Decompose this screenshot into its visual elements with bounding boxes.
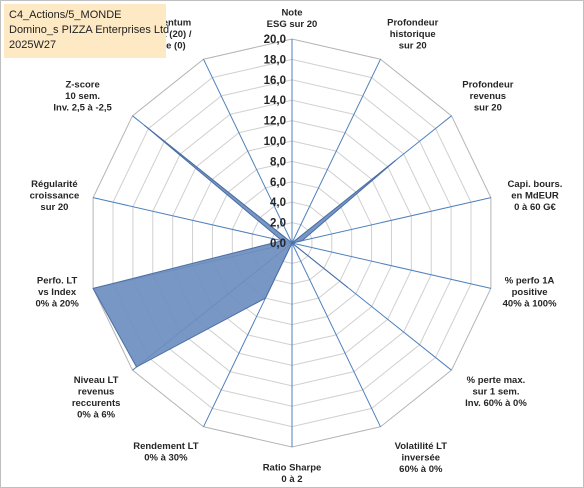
chart-title-box: C4_Actions/5_MONDE Domino_s PIZZA Enterp… — [4, 4, 170, 58]
tick-label: 8,0 — [270, 156, 286, 168]
axis-label: Ratio Sharpe 0 à 2 — [263, 463, 322, 486]
tick-label: 2,0 — [270, 218, 286, 230]
axis-label: Niveau LT revenus reccurents 0% à 6% — [72, 375, 121, 421]
radial-tick-labels: 0,0 2,0 4,0 6,0 8,0 10,0 12,0 14,0 16,0 18,0 20,0 — [264, 34, 286, 250]
axis-spoke — [291, 197, 491, 244]
tick-label: 14,0 — [264, 95, 286, 107]
tick-label: 4,0 — [270, 197, 286, 209]
axis-label: Rendement LT 0% à 30% — [133, 441, 198, 464]
title-line-week: 2025W27 — [9, 39, 57, 51]
axis-label: Régularité croissance sur 20 — [30, 179, 80, 213]
axis-label: Z-score 10 sem. Inv. 2,5 à -2,5 — [53, 79, 112, 113]
data-area — [92, 124, 396, 368]
axis-label: Profondeur revenus sur 20 — [462, 79, 513, 113]
tick-label: 12,0 — [264, 116, 286, 128]
axis-label: Note ESG sur 20 — [267, 8, 318, 31]
axis-label: Capi. bours. en MdEUR 0 à 60 G€ — [508, 179, 563, 213]
axis-spoke — [93, 197, 293, 244]
tick-label: 20,0 — [264, 34, 286, 46]
axis-label: % perfo 1A positive 40% à 100% — [503, 275, 557, 309]
title-line-category: C4_Actions/5_MONDE — [9, 9, 122, 21]
tick-label: 18,0 — [264, 54, 286, 66]
tick-label: 10,0 — [264, 136, 286, 148]
axis-spoke — [291, 58, 381, 244]
tick-label: 6,0 — [270, 177, 286, 189]
axis-spoke — [291, 242, 381, 428]
title-line-company: Domino_s PIZZA Enterprises Ltd — [9, 24, 170, 36]
axis-spoke — [203, 58, 293, 244]
axis-label: % perte max. sur 1 sem. Inv. 60% à 0% — [465, 375, 527, 409]
radar-series — [92, 124, 396, 368]
axis-label: Profondeur historique sur 20 — [387, 17, 438, 51]
tick-label: 16,0 — [264, 75, 286, 87]
tick-label: 0,0 — [270, 238, 286, 250]
axis-spoke — [291, 242, 491, 289]
axis-label: Volatilité LT inversée 60% à 0% — [395, 441, 448, 475]
axis-label: Perfo. LT vs Index 0% à 20% — [35, 275, 79, 309]
